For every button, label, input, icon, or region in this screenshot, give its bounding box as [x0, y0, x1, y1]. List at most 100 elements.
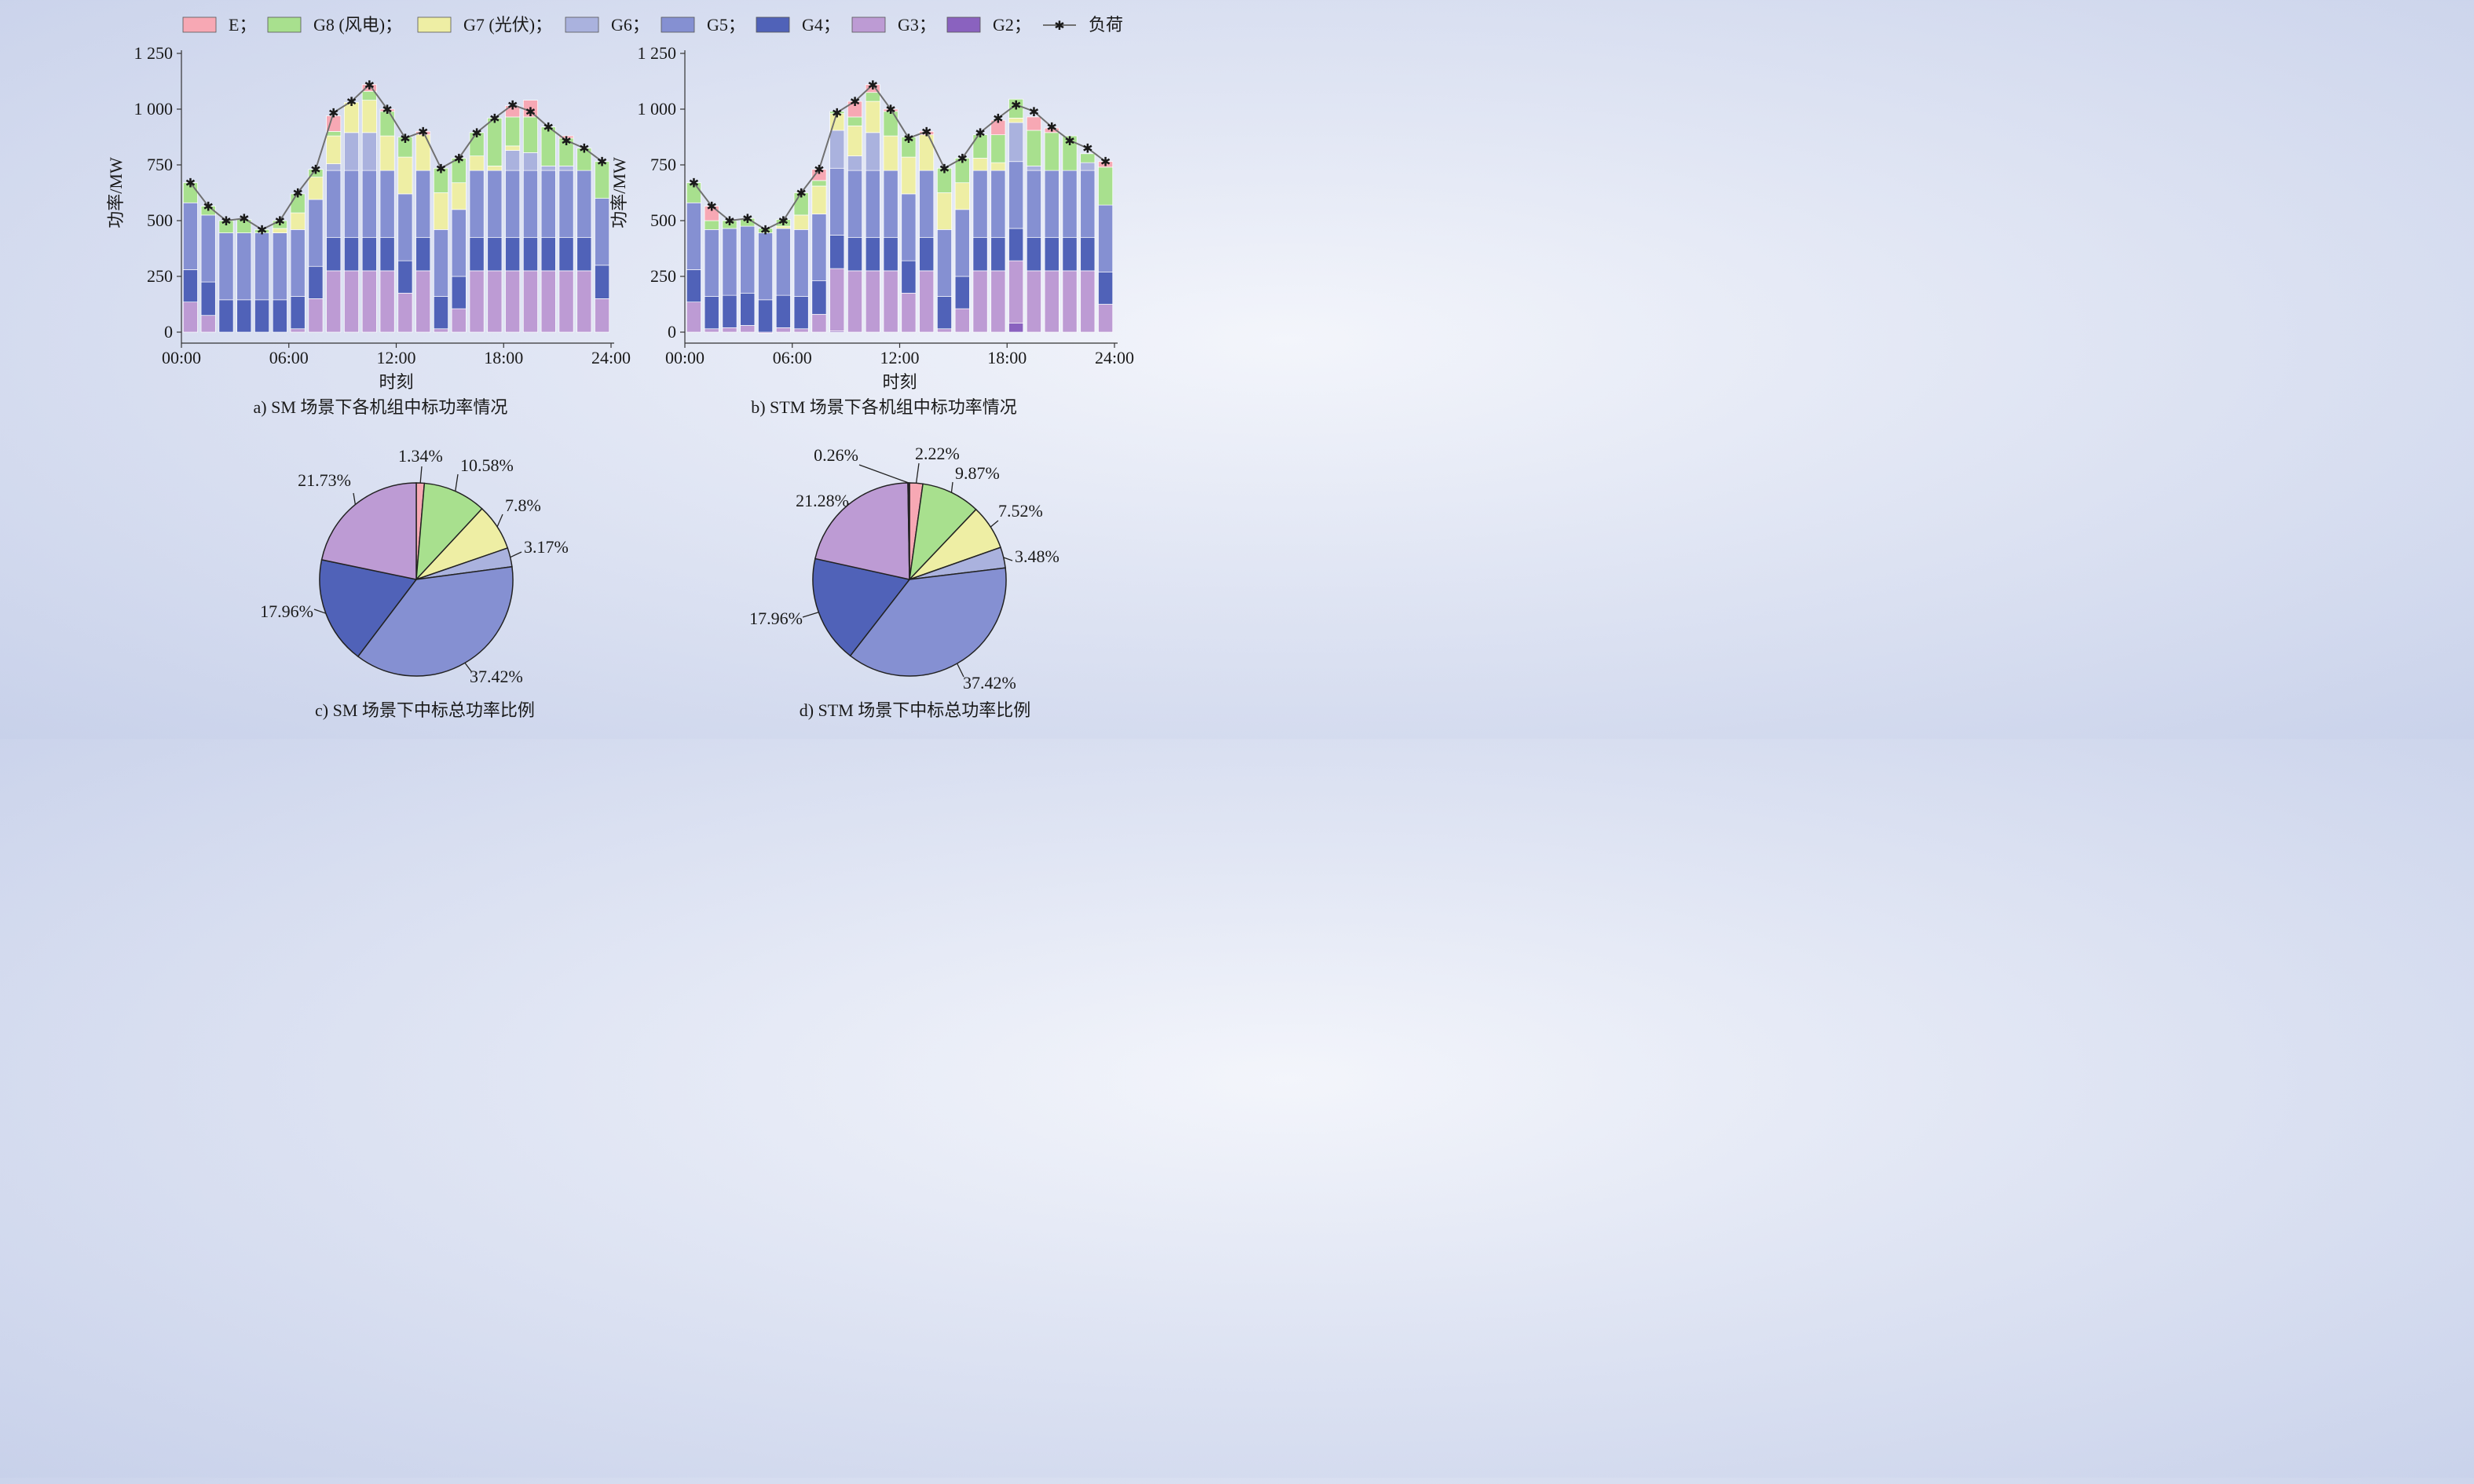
chart-d-stm-pie: 2.22%9.87% 7.52% 3.48% 37.42% 17.96% 21.28% 0.…	[749, 444, 1060, 720]
load-marker: ✱	[939, 163, 950, 176]
bar-segment-g4	[972, 236, 988, 272]
chart-caption: a) SM 场景下各机组中标功率情况	[254, 397, 508, 417]
bar-segment-g4	[200, 281, 216, 316]
bar-segment-g3	[829, 268, 845, 331]
pie-label: 21.73%	[298, 470, 351, 490]
pie-label: 37.42%	[470, 667, 523, 686]
bar-segment-g8	[1080, 153, 1096, 163]
bar-segment-g4	[451, 276, 467, 309]
bar-segment-g3	[972, 270, 988, 333]
load-marker: ✱	[203, 201, 213, 214]
bar-segment-g4	[326, 236, 342, 272]
load-marker: ✱	[418, 126, 428, 139]
bar-segment-g4	[415, 236, 431, 272]
chart-caption: c) SM 场景下中标总功率比例	[315, 700, 535, 720]
pie-leader-line	[419, 466, 423, 484]
bar-segment-e	[1026, 116, 1041, 131]
bar-segment-g3	[1080, 270, 1096, 333]
load-marker: ✱	[346, 96, 357, 109]
bar-segment-g3	[1026, 270, 1041, 333]
pie-leader-line	[313, 609, 327, 614]
y-tick-label: 250	[650, 266, 676, 286]
x-tick-label: 12:00	[880, 348, 919, 367]
bar-segment-g3	[182, 302, 198, 333]
bar-segment-g4	[1080, 236, 1096, 272]
pie-slice-g4	[319, 559, 418, 658]
load-marker: ✱	[364, 79, 375, 93]
bar-segment-g5	[200, 214, 216, 283]
bar-segment-g4	[595, 265, 610, 299]
y-axis-label: 功率/MW	[609, 157, 629, 228]
load-marker: ✱	[796, 188, 806, 201]
bar-segment-e	[558, 135, 574, 139]
bar-segment-g5	[1008, 161, 1024, 229]
x-axis-label: 时刻	[379, 372, 413, 392]
bar-segment-g8	[326, 131, 342, 137]
bar-segment-g7	[847, 125, 862, 156]
bar-segment-g5	[344, 170, 359, 238]
bar-segment-g8	[704, 220, 719, 230]
bar-segment-g7	[326, 135, 342, 164]
bar-segment-g7	[434, 192, 448, 230]
bar-segment-g5	[397, 193, 413, 261]
legend-swatch	[182, 16, 217, 33]
bar-segment-g5	[811, 214, 827, 282]
bar-segment-g4	[704, 296, 719, 330]
bar-segment-g4	[540, 236, 556, 272]
load-marker: ✱	[275, 215, 285, 228]
bar-segment-e	[326, 115, 342, 132]
bar-segment-g3	[415, 270, 431, 333]
y-tick-label: 500	[147, 210, 173, 230]
bar-segment-g3	[775, 327, 791, 333]
load-marker: ✱	[868, 79, 878, 93]
pie-leader-line	[802, 612, 819, 618]
load-marker: ✱	[257, 224, 267, 237]
bar-segment-g8	[1062, 135, 1078, 171]
bar-segment-g3	[540, 270, 556, 333]
bar-segment-g6	[1026, 166, 1041, 171]
legend-swatch	[661, 16, 695, 33]
bar-segment-g3	[397, 292, 413, 333]
bar-segment-g6	[865, 132, 880, 171]
pie-label: 37.42%	[963, 673, 1016, 693]
bar-segment-g3	[1098, 304, 1114, 333]
bar-segment-g7	[272, 228, 287, 233]
pie-slice-g3	[814, 482, 910, 580]
bar-segment-g4	[308, 265, 324, 299]
bar-segment-g5	[1080, 170, 1096, 238]
bar-segment-g3	[434, 328, 448, 333]
legend-swatch	[417, 16, 452, 33]
bar-segment-g7	[487, 166, 503, 171]
bar-segment-g5	[847, 170, 862, 238]
bar-segment-g6	[847, 155, 862, 171]
bar-segment-g4	[505, 236, 521, 272]
bar-segment-g6	[505, 150, 521, 171]
legend-label: G6；	[611, 15, 650, 35]
bar-segment-g3	[937, 328, 952, 333]
bar-segment-g5	[182, 202, 198, 270]
pie-label: 17.96%	[749, 609, 803, 628]
bar-segment-g5	[361, 170, 377, 238]
bar-segment-e	[1098, 161, 1114, 168]
bar-segment-g7	[361, 100, 377, 133]
load-marker: ✱	[689, 177, 699, 191]
pie-slice-g3	[320, 482, 417, 580]
bar-segment-g4	[865, 236, 880, 272]
bar-segment-g3	[595, 298, 610, 333]
bar-segment-g4	[379, 236, 395, 272]
bar-segment-g7	[901, 156, 917, 195]
bar-segment-g8	[1008, 98, 1024, 119]
load-line	[693, 83, 1107, 231]
load-marker: ✱	[310, 164, 320, 177]
legend-marker: ✱	[1054, 20, 1064, 33]
bar-segment-g6	[1080, 162, 1096, 171]
bar-segment-g3	[326, 270, 342, 333]
bar-segment-g4	[847, 236, 862, 272]
bar-segment-g4	[397, 260, 413, 294]
load-marker: ✱	[328, 107, 339, 120]
bar-segment-g3	[954, 308, 970, 333]
x-tick-label: 06:00	[773, 348, 812, 367]
bar-segment-g8	[522, 116, 538, 153]
bar-segment-g5	[595, 198, 610, 266]
bar-segment-e	[1044, 127, 1060, 133]
